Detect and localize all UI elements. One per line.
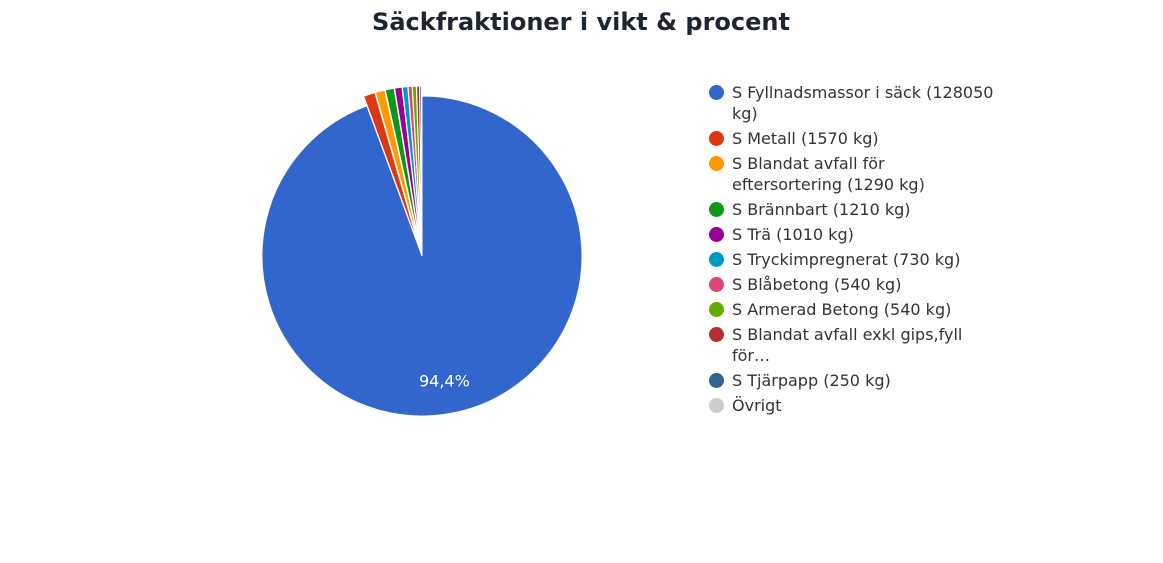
legend-label: Övrigt xyxy=(732,396,782,415)
legend: S Fyllnadsmassor i säck (128050 kg) S Met… xyxy=(708,82,998,420)
pie-slice xyxy=(420,85,423,247)
legend-label: S Blandat avfall exkl gips,fyll för… xyxy=(732,325,963,365)
legend-item[interactable]: S Fyllnadsmassor i säck (128050 kg) xyxy=(708,82,998,124)
legend-label: S Brännbart (1210 kg) xyxy=(732,200,911,219)
legend-label: S Metall (1570 kg) xyxy=(732,129,879,148)
legend-item[interactable]: Övrigt xyxy=(708,395,998,416)
legend-label: S Tjärpapp (250 kg) xyxy=(732,371,891,390)
legend-item[interactable]: S Metall (1570 kg) xyxy=(708,128,998,149)
legend-marker xyxy=(709,252,724,267)
legend-marker xyxy=(709,277,724,292)
legend-marker xyxy=(709,227,724,242)
pie-slice xyxy=(384,87,421,247)
legend-marker xyxy=(709,202,724,217)
legend-label: S Blåbetong (540 kg) xyxy=(732,275,902,294)
legend-label: S Blandat avfall för eftersortering (129… xyxy=(732,154,925,194)
legend-item[interactable]: S Blandat avfall exkl gips,fyll för… xyxy=(708,324,998,366)
legend-marker xyxy=(709,131,724,146)
legend-item[interactable]: S Armerad Betong (540 kg) xyxy=(708,299,998,320)
pie-slice xyxy=(374,89,421,247)
data-label: 94,4% xyxy=(419,372,470,391)
legend-label: S Tryckimpregnerat (730 kg) xyxy=(732,250,961,269)
legend-marker xyxy=(709,398,724,413)
legend-item[interactable]: S Blåbetong (540 kg) xyxy=(708,274,998,295)
legend-label: S Trä (1010 kg) xyxy=(732,225,854,244)
legend-item[interactable]: S Blandat avfall för eftersortering (129… xyxy=(708,153,998,195)
legend-item[interactable]: S Tryckimpregnerat (730 kg) xyxy=(708,249,998,270)
legend-marker xyxy=(709,85,724,100)
chart-title: Säckfraktioner i vikt & procent xyxy=(372,8,790,36)
legend-marker xyxy=(709,156,724,171)
legend-marker xyxy=(709,373,724,388)
legend-label: S Armerad Betong (540 kg) xyxy=(732,300,952,319)
legend-item[interactable]: S Tjärpapp (250 kg) xyxy=(708,370,998,391)
pie-slice xyxy=(261,95,583,417)
legend-marker xyxy=(709,302,724,317)
legend-label: S Fyllnadsmassor i säck (128050 kg) xyxy=(732,83,994,123)
pie-slice xyxy=(363,92,420,247)
legend-item[interactable]: S Brännbart (1210 kg) xyxy=(708,199,998,220)
legend-item[interactable]: S Trä (1010 kg) xyxy=(708,224,998,245)
legend-marker xyxy=(709,327,724,342)
